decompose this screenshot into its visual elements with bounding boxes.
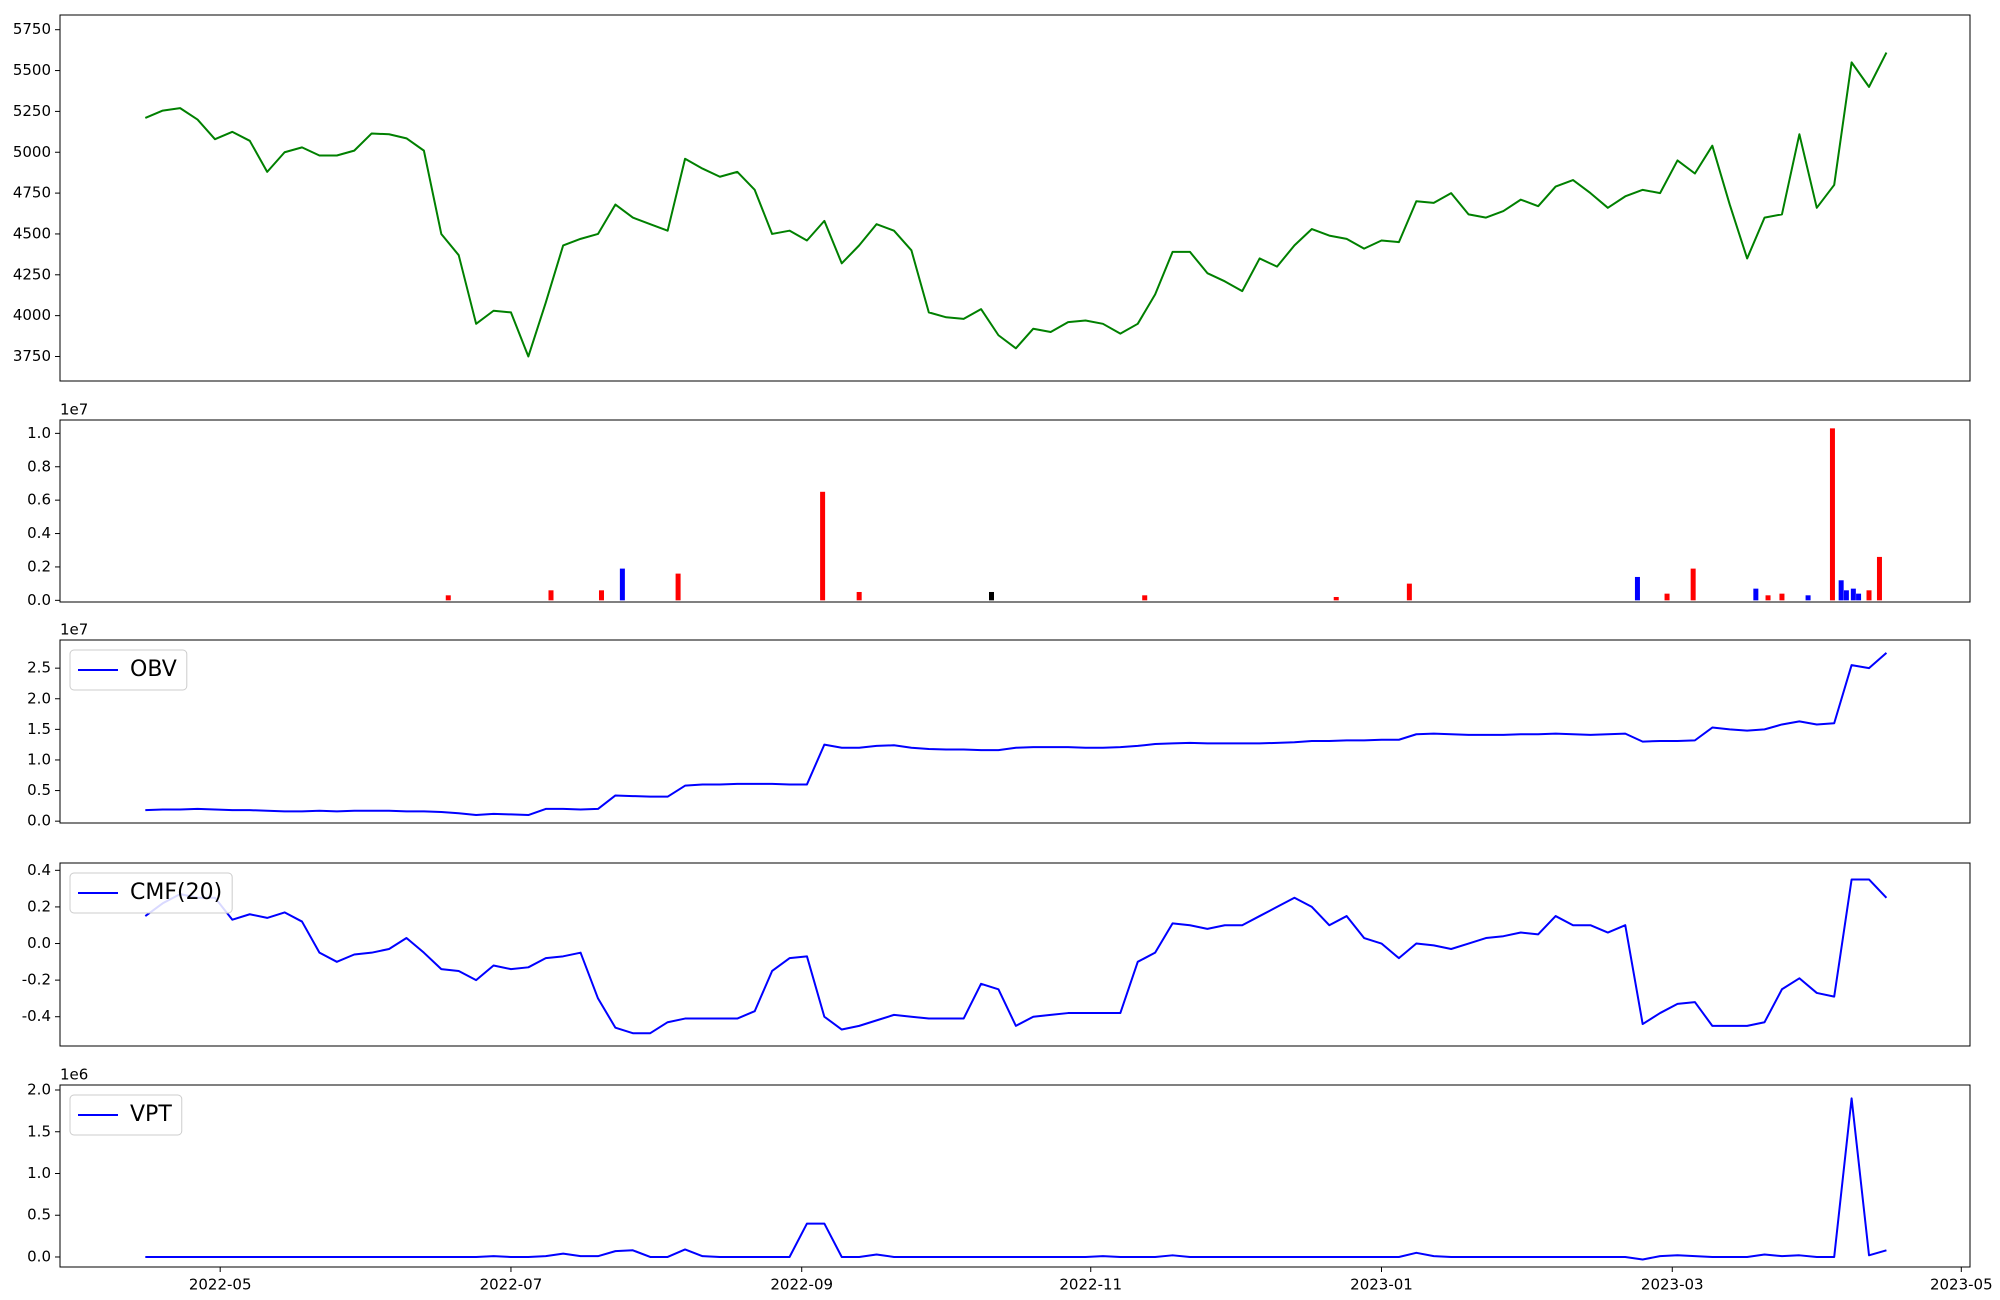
x-tick-label: 2023-01 <box>1350 1276 1413 1294</box>
series-line <box>144 52 1888 358</box>
axes-frame <box>59 862 1971 1047</box>
series-line <box>145 1097 1887 1261</box>
series-line <box>144 878 1888 1035</box>
y-tick-label: 0.0 <box>27 591 51 609</box>
x-tick-label: 2023-03 <box>1641 1276 1704 1294</box>
bar <box>1866 590 1872 601</box>
bar <box>988 591 994 601</box>
y-tick-label: 4250 <box>13 265 51 283</box>
y-tick-label: 0.2 <box>27 897 51 915</box>
axes-frame <box>59 419 1971 603</box>
x-tick-label: 2022-11 <box>1059 1276 1122 1294</box>
bar <box>1690 568 1696 601</box>
y-tick-label: 4500 <box>13 224 51 242</box>
bar <box>1779 593 1785 601</box>
bar <box>820 491 826 601</box>
bar <box>1664 593 1670 601</box>
y-tick-label: 5500 <box>13 61 51 79</box>
y-tick-label: -0.2 <box>22 971 51 989</box>
bar <box>1876 556 1882 601</box>
y-tick-label: 5750 <box>13 20 51 38</box>
y-tick-label: 0.8 <box>27 457 51 475</box>
bar <box>1333 596 1339 601</box>
y-tick-label: 0.4 <box>27 861 51 879</box>
y-tick-label: -0.4 <box>22 1007 51 1025</box>
legend-label: VPT <box>130 1102 172 1127</box>
bar <box>1850 588 1856 601</box>
y-tick-label: 1.0 <box>27 750 51 768</box>
y-tick-label: 4750 <box>13 184 51 202</box>
legend-label: CMF(20) <box>130 880 222 905</box>
legend-label: OBV <box>130 657 177 682</box>
bar <box>856 591 862 601</box>
y-tick-label: 2.5 <box>27 659 51 677</box>
offset-label: 1e7 <box>60 621 88 639</box>
y-tick-label: 2.0 <box>27 1081 51 1099</box>
bar <box>1142 595 1148 601</box>
bar <box>1856 593 1862 601</box>
y-tick-label: 1.0 <box>27 1164 51 1182</box>
bar <box>598 590 604 601</box>
y-tick-label: 2.0 <box>27 689 51 707</box>
bar <box>1753 588 1759 601</box>
y-tick-label: 1.0 <box>27 424 51 442</box>
x-tick-label: 2022-05 <box>189 1276 252 1294</box>
y-tick-label: 5000 <box>13 143 51 161</box>
x-tick-label: 2023-05 <box>1930 1276 1993 1294</box>
y-tick-label: 0.5 <box>27 781 51 799</box>
y-tick-label: 0.6 <box>27 491 51 509</box>
y-tick-label: 0.0 <box>27 1247 51 1265</box>
x-tick-label: 2022-09 <box>770 1276 833 1294</box>
y-tick-label: 1.5 <box>27 720 51 738</box>
offset-label: 1e6 <box>60 1066 88 1084</box>
bar <box>548 590 554 601</box>
y-tick-label: 0.5 <box>27 1206 51 1224</box>
bar <box>1634 576 1640 601</box>
axes-frame <box>59 14 1971 382</box>
bar <box>1838 580 1844 601</box>
axes-frame <box>59 639 1971 824</box>
bar <box>445 595 451 601</box>
bar <box>675 573 681 601</box>
y-tick-label: 0.4 <box>27 524 51 542</box>
bar <box>1843 590 1849 601</box>
bar <box>1406 583 1412 601</box>
offset-label: 1e7 <box>60 401 88 419</box>
y-tick-label: 0.0 <box>27 812 51 830</box>
bar <box>619 568 625 601</box>
axes-frame <box>59 1084 1971 1268</box>
y-tick-label: 0.2 <box>27 557 51 575</box>
y-tick-label: 0.0 <box>27 934 51 952</box>
legend-box <box>69 649 188 691</box>
bar <box>1765 595 1771 601</box>
y-tick-label: 4000 <box>13 306 51 324</box>
legend-box <box>69 872 233 914</box>
series-line <box>145 652 1888 817</box>
bar <box>1805 595 1811 601</box>
x-tick-label: 2022-07 <box>480 1276 543 1294</box>
bar <box>1829 428 1835 601</box>
y-tick-label: 5250 <box>13 102 51 120</box>
y-tick-label: 3750 <box>13 347 51 365</box>
legend-box <box>69 1094 183 1136</box>
y-tick-label: 1.5 <box>27 1122 51 1140</box>
